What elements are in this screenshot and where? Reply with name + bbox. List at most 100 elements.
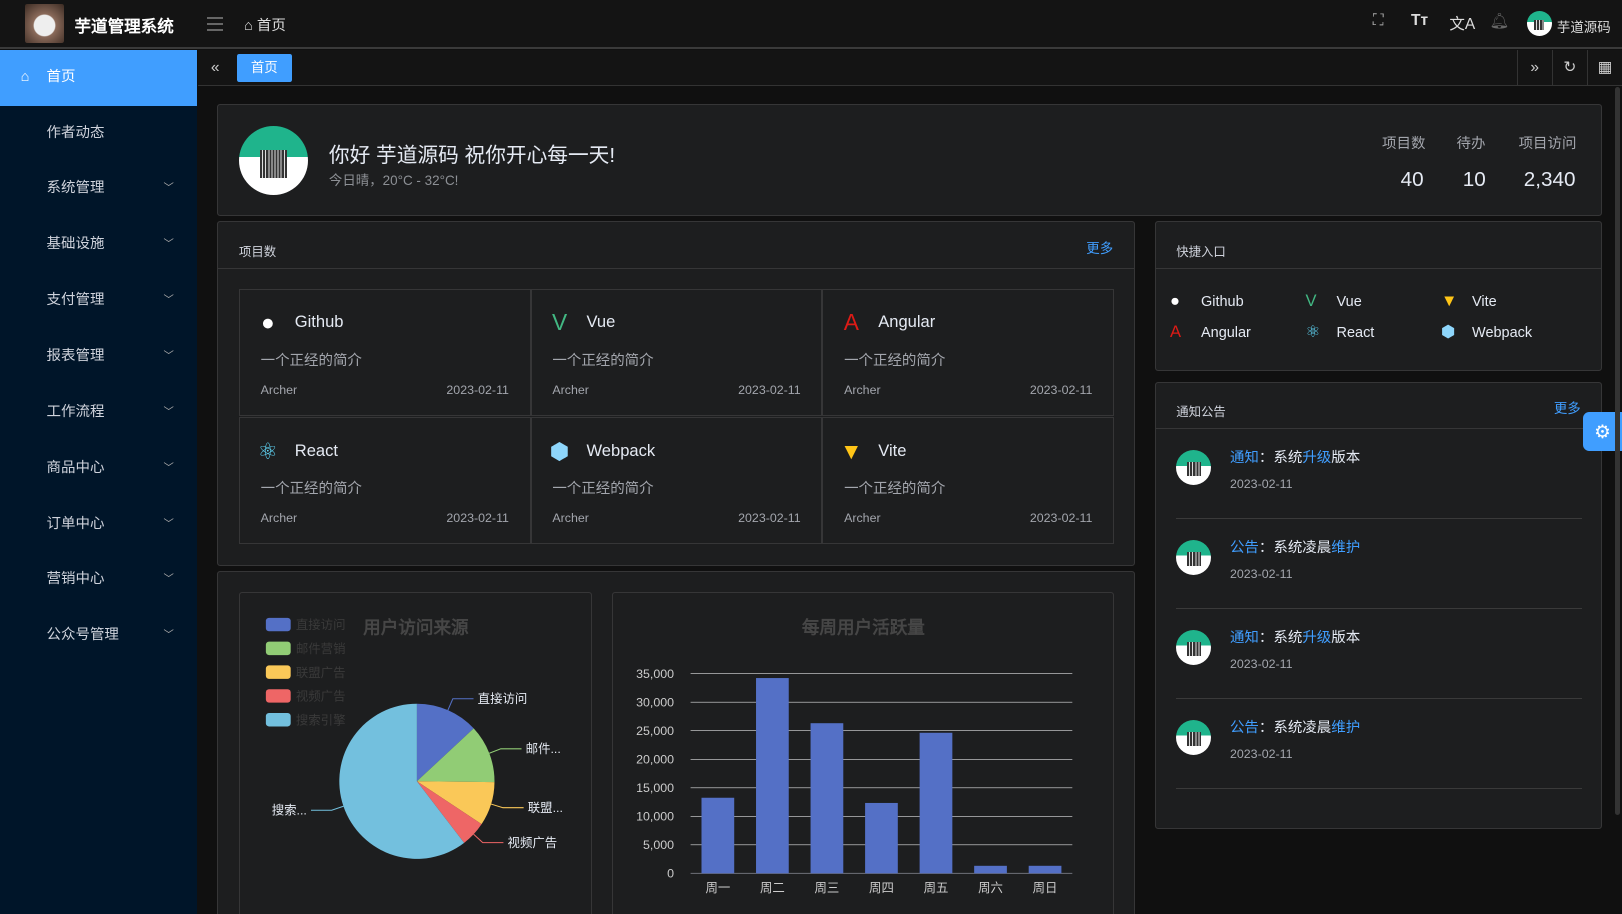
pie-slice-label: 邮件... (526, 742, 561, 756)
chevron-down-icon: ﹀ (163, 183, 174, 195)
scrollbar[interactable] (1614, 86, 1621, 816)
pie-slice-label: 直接访问 (478, 691, 528, 706)
tab-home[interactable]: 首页 (236, 53, 292, 82)
notice-avatar (1176, 629, 1212, 666)
quick-entry-item[interactable]: ⬢ Webpack (1441, 322, 1532, 342)
notice-item[interactable]: 通知：系统升级版本 2023-02-11 (1176, 429, 1582, 520)
fullscreen-icon[interactable]: ⛶ (1372, 12, 1384, 30)
quick-entry-item[interactable]: ⚛ React (1306, 322, 1375, 342)
breadcrumb[interactable]: ⌂ 首页 (244, 14, 286, 35)
project-card[interactable]: ▼ Vite 一个正经的简介 Archer 2023-02-11 (822, 416, 1115, 545)
user-avatar[interactable] (1526, 11, 1552, 37)
sidebar-item-label: 营销中心 (46, 571, 105, 588)
sidebar-item[interactable]: 营销中心 ﹀ (0, 552, 197, 608)
legend-label[interactable]: 邮件营销 (296, 642, 346, 656)
grid-menu-icon[interactable]: ▦ (1586, 49, 1622, 86)
notice-type: 通知 (1229, 449, 1259, 466)
scroll-right-icon[interactable]: » (1516, 49, 1552, 86)
projects-more-link[interactable]: 更多 (1086, 240, 1114, 256)
sidebar-item-label: 公众号管理 (46, 627, 119, 644)
stat-label: 待办 (1456, 136, 1486, 153)
sidebar-item[interactable]: 订单中心 ﹀ (0, 497, 197, 553)
pie-slice[interactable] (416, 728, 495, 782)
sidebar-item[interactable]: 支付管理 ﹀ (0, 273, 197, 329)
sidebar-item[interactable]: 作者动态 (0, 106, 197, 162)
pie-label-line (488, 747, 522, 754)
sidebar-item[interactable]: 报表管理 ﹀ (0, 329, 197, 385)
sidebar-item[interactable]: 工作流程 ﹀ (0, 385, 197, 441)
user-name[interactable]: 芋道源码 (1556, 19, 1611, 35)
sidebar-item[interactable]: 基础设施 ﹀ (0, 217, 197, 273)
project-desc: 一个正经的简介 (552, 480, 654, 497)
legend-label[interactable]: 搜索引擎 (296, 712, 346, 727)
home-icon: ⌂ (20, 68, 30, 85)
legend-label[interactable]: 视频广告 (296, 688, 346, 703)
legend-label[interactable]: 直接访问 (296, 617, 346, 632)
pie-slice[interactable] (416, 703, 474, 781)
bar[interactable] (756, 677, 790, 874)
bar[interactable] (1029, 865, 1062, 874)
bell-icon[interactable]: 🔔︎ (1489, 13, 1510, 31)
chevron-down-icon: ﹀ (163, 462, 174, 474)
sidebar-item[interactable]: 公众号管理 ﹀ (0, 608, 197, 664)
notice-item[interactable]: 公告：系统凌晨维护 2023-02-11 (1176, 519, 1582, 610)
font-size-icon[interactable]: Tт (1411, 12, 1429, 30)
sidebar-item[interactable]: ⌂ 首页 (0, 49, 197, 106)
project-author: Archer (552, 510, 589, 525)
notice-text-pre: 系统凌晨 (1273, 719, 1332, 736)
refresh-icon[interactable]: ↻ (1551, 49, 1587, 86)
notice-date: 2023-02-11 (1229, 566, 1293, 581)
collapse-menu-icon[interactable] (206, 16, 224, 32)
bar[interactable] (810, 722, 844, 874)
project-desc: 一个正经的简介 (552, 352, 654, 369)
app-logo (24, 4, 65, 44)
quick-entry-item[interactable]: ● Github (1170, 291, 1244, 311)
bar[interactable] (974, 865, 1008, 874)
pie-slice[interactable] (416, 780, 482, 843)
notice-text-pre: 系统凌晨 (1273, 539, 1332, 556)
stat-value: 40 (1400, 167, 1424, 191)
sidebar-item[interactable]: 商品中心 ﹀ (0, 441, 197, 497)
legend-label[interactable]: 联盟广告 (296, 665, 346, 679)
notice-card: 通知公告 更多 通知：系统升级版本 2023-02-11 公告：系统凌晨维护 2023… (1154, 381, 1603, 829)
pie-chart-svg: 用户访问来源直接访问邮件营销联盟广告视频广告搜索引擎直接访问邮件...联盟...… (265, 617, 563, 859)
quick-entry-item[interactable]: ▼ Vite (1441, 291, 1497, 311)
projects-card: 项目数 更多 ● Github 一个正经的简介 Archer 2023-02-11 V Vu… (217, 221, 1135, 566)
legend-swatch[interactable] (265, 688, 291, 703)
notice-item[interactable]: 公告：系统凌晨维护 2023-02-11 (1176, 699, 1582, 790)
scroll-left-icon[interactable]: « (210, 58, 220, 76)
notice-date: 2023-02-11 (1229, 476, 1293, 491)
quick-entry-item[interactable]: A Angular (1170, 322, 1251, 342)
pie-slice-label: 联盟... (528, 801, 563, 815)
quick-header: 快捷入口 (1155, 222, 1602, 269)
pie-slice[interactable] (339, 703, 465, 859)
project-desc: 一个正经的简介 (260, 352, 362, 369)
bar[interactable] (920, 732, 953, 874)
quick-entry-item[interactable]: V Vue (1306, 291, 1362, 311)
project-name: React (294, 440, 338, 460)
notice-highlight: 升级 (1302, 449, 1332, 466)
y-tick-label: 30,000 (636, 695, 674, 709)
project-card[interactable]: ● Github 一个正经的简介 Archer 2023-02-11 (238, 288, 531, 416)
project-name: Webpack (586, 440, 656, 460)
translate-icon[interactable]: 文A (1449, 16, 1476, 34)
project-card[interactable]: ⚛ React 一个正经的简介 Archer 2023-02-11 (238, 416, 531, 545)
sidebar-item[interactable]: 系统管理 ﹀ (0, 161, 197, 217)
project-card[interactable]: V Vue 一个正经的简介 Archer 2023-02-11 (530, 288, 823, 416)
notice-avatar (1176, 449, 1212, 486)
pie-slice[interactable] (416, 780, 495, 824)
vite-icon: ▼ (1441, 290, 1458, 310)
legend-swatch[interactable] (265, 665, 291, 679)
project-card[interactable]: A Angular 一个正经的简介 Archer 2023-02-11 (822, 288, 1115, 416)
legend-swatch[interactable] (265, 617, 291, 631)
notice-more-link[interactable]: 更多 (1553, 401, 1581, 417)
bar[interactable] (865, 802, 899, 874)
notice-item[interactable]: 通知：系统升级版本 2023-02-11 (1176, 609, 1582, 700)
project-name: Angular (878, 312, 936, 332)
project-date: 2023-02-11 (1029, 382, 1093, 397)
project-name: Vite (878, 440, 907, 460)
legend-swatch[interactable] (265, 712, 291, 727)
bar[interactable] (701, 797, 735, 874)
project-card[interactable]: ⬢ Webpack 一个正经的简介 Archer 2023-02-11 (530, 416, 823, 545)
legend-swatch[interactable] (265, 641, 291, 655)
